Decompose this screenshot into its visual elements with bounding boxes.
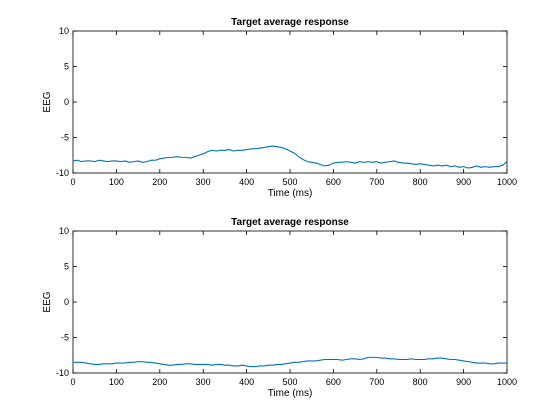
x-tick-label: 700 xyxy=(369,377,384,387)
y-tick-label: 5 xyxy=(64,262,69,272)
y-axis-label: EEG xyxy=(42,291,53,312)
x-tick-label: 0 xyxy=(70,177,75,187)
chart-title: Target average response xyxy=(231,17,349,28)
x-tick-label: 200 xyxy=(152,377,167,387)
y-tick-label: -10 xyxy=(56,368,69,378)
y-tick-label: 10 xyxy=(59,26,69,36)
x-tick-label: 300 xyxy=(196,177,211,187)
x-tick-label: 500 xyxy=(282,377,297,387)
x-axis-label: Time (ms) xyxy=(268,388,313,399)
series-line xyxy=(73,356,507,368)
plot-area xyxy=(72,30,508,174)
x-tick-label: 300 xyxy=(196,377,211,387)
x-axis-label: Time (ms) xyxy=(268,188,313,199)
x-tick-label: 100 xyxy=(109,177,124,187)
x-tick-label: 800 xyxy=(413,177,428,187)
y-axis-label: EEG xyxy=(42,91,53,112)
x-tick-label: 600 xyxy=(326,177,341,187)
x-tick-label: 900 xyxy=(456,177,471,187)
x-tick-label: 1000 xyxy=(497,377,517,387)
y-tick-label: -10 xyxy=(56,168,69,178)
x-tick-label: 700 xyxy=(369,177,384,187)
x-tick-label: 200 xyxy=(152,177,167,187)
x-tick-label: 400 xyxy=(239,177,254,187)
y-tick-label: 5 xyxy=(64,62,69,72)
y-tick-label: -5 xyxy=(61,133,69,143)
chart-title: Target average response xyxy=(231,217,349,228)
x-tick-label: 1000 xyxy=(497,177,517,187)
y-tick-label: 10 xyxy=(59,226,69,236)
y-tick-label: 0 xyxy=(64,97,69,107)
x-tick-label: 100 xyxy=(109,377,124,387)
x-tick-label: 900 xyxy=(456,377,471,387)
series-line xyxy=(72,145,508,169)
y-tick-label: 0 xyxy=(64,297,69,307)
x-tick-label: 800 xyxy=(413,377,428,387)
x-tick-label: 600 xyxy=(326,377,341,387)
x-tick-label: 500 xyxy=(282,177,297,187)
x-tick-label: 0 xyxy=(70,377,75,387)
x-tick-label: 400 xyxy=(239,377,254,387)
plot-area xyxy=(72,230,508,374)
y-tick-label: -5 xyxy=(61,333,69,343)
